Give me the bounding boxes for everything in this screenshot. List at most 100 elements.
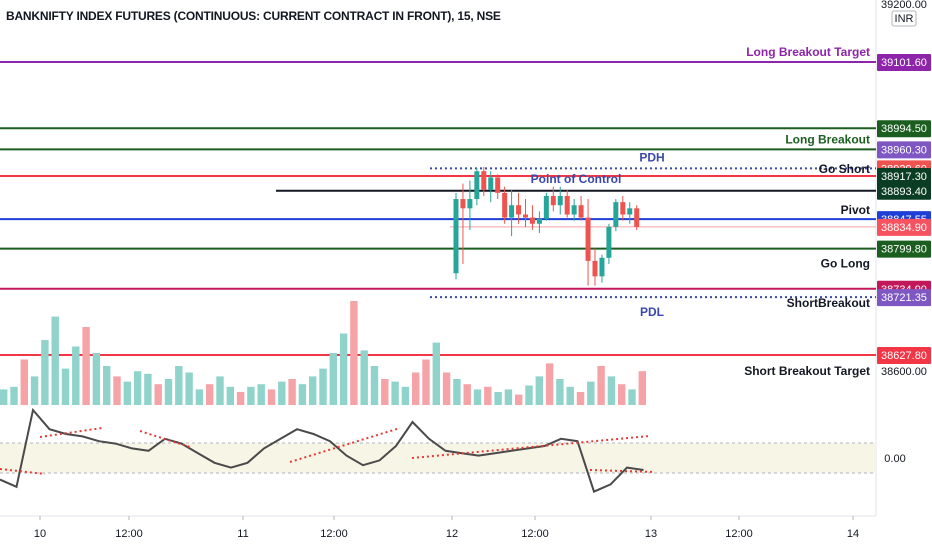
volume-bar-33 bbox=[339, 333, 348, 405]
level-label-5: Point of Control bbox=[531, 172, 622, 186]
price-tag-0 bbox=[877, 54, 931, 71]
time-label-3: 12:00 bbox=[320, 528, 348, 540]
volume-bar-34 bbox=[350, 301, 358, 405]
price-tag-7 bbox=[877, 218, 931, 236]
volume-bar-58 bbox=[597, 366, 605, 405]
volume-bar-49 bbox=[504, 389, 513, 405]
volume-bar-30 bbox=[309, 376, 317, 405]
price-tag-text-4: 38917.30 bbox=[881, 171, 927, 183]
candle-body-12 bbox=[536, 218, 542, 224]
volume-bar-6 bbox=[61, 368, 70, 405]
candle-body-7 bbox=[502, 192, 508, 218]
oscillator-trendline-3 bbox=[289, 427, 401, 463]
volume-bar-60 bbox=[618, 384, 626, 405]
candle-body-16 bbox=[564, 195, 570, 215]
volume-bar-12 bbox=[123, 381, 131, 405]
price-axis-top-label: 39200.00 bbox=[881, 0, 927, 11]
candle-body-13 bbox=[543, 195, 549, 219]
oscillator-trendline-2 bbox=[139, 430, 191, 448]
price-tag-text-11: 38627.80 bbox=[881, 350, 927, 362]
price-tag-text-2: 38960.30 bbox=[881, 144, 927, 156]
price-tag-11 bbox=[877, 347, 931, 364]
candle-body-4 bbox=[481, 171, 487, 190]
currency-box bbox=[891, 10, 917, 27]
volume-bar-36 bbox=[370, 366, 379, 405]
time-label-8: 14 bbox=[847, 528, 859, 540]
price-tag-text-8: 38799.80 bbox=[881, 244, 927, 256]
volume-bar-29 bbox=[298, 384, 307, 405]
volume-bar-43 bbox=[442, 372, 451, 405]
candle-body-24 bbox=[620, 202, 626, 215]
volume-bar-44 bbox=[453, 379, 461, 405]
volume-bar-57 bbox=[587, 381, 595, 405]
price-grid-label: 38600.00 bbox=[881, 366, 927, 378]
volume-bar-2 bbox=[20, 359, 28, 405]
volume-bar-13 bbox=[133, 371, 142, 405]
volume-bar-1 bbox=[10, 386, 18, 405]
price-tag-1 bbox=[877, 120, 931, 138]
volume-bar-41 bbox=[422, 359, 430, 405]
candle-body-5 bbox=[488, 177, 494, 190]
candle-body-25 bbox=[627, 208, 633, 215]
candle-body-0 bbox=[453, 199, 459, 274]
price-tag-text-0: 39101.60 bbox=[881, 57, 927, 69]
volume-bar-14 bbox=[144, 373, 152, 405]
volume-bar-53 bbox=[545, 363, 554, 405]
volume-bar-35 bbox=[360, 350, 368, 405]
time-label-7: 12:00 bbox=[725, 528, 753, 540]
volume-bar-0 bbox=[0, 389, 8, 405]
volume-bar-59 bbox=[607, 376, 616, 405]
volume-bar-50 bbox=[515, 394, 523, 405]
volume-bar-5 bbox=[51, 316, 59, 405]
volume-bar-16 bbox=[164, 379, 173, 405]
volume-bar-17 bbox=[175, 366, 183, 405]
candle-body-9 bbox=[516, 205, 522, 215]
oscillator-trendline-5 bbox=[589, 469, 656, 473]
volume-bar-3 bbox=[30, 376, 39, 405]
currency-label: INR bbox=[895, 13, 914, 25]
candle-body-19 bbox=[585, 217, 591, 261]
level-label-8: Go Long bbox=[821, 257, 870, 271]
volume-bar-15 bbox=[154, 384, 162, 405]
price-axis-background bbox=[876, 0, 932, 550]
candle-body-1 bbox=[460, 199, 466, 209]
level-label-4: Go Short bbox=[819, 162, 870, 176]
candle-body-10 bbox=[523, 214, 528, 218]
price-tag-8 bbox=[877, 240, 931, 258]
chart-title: BANKNIFTY INDEX FUTURES (CONTINUOUS: CUR… bbox=[6, 9, 501, 23]
oscillator-zero-label: 0.00 bbox=[884, 453, 905, 465]
volume-bar-52 bbox=[535, 376, 543, 405]
volume-bar-19 bbox=[195, 389, 204, 405]
price-tag-text-1: 38994.50 bbox=[881, 123, 927, 135]
volume-bar-4 bbox=[41, 340, 49, 405]
time-label-6: 13 bbox=[645, 528, 657, 540]
volume-bar-11 bbox=[113, 376, 121, 405]
volume-bar-54 bbox=[556, 379, 564, 405]
volume-bar-8 bbox=[82, 327, 90, 405]
level-label-2: Long Breakout bbox=[785, 132, 870, 146]
volume-bar-23 bbox=[236, 392, 245, 405]
volume-bar-10 bbox=[103, 366, 111, 405]
price-tag-2 bbox=[877, 141, 931, 159]
candle-body-20 bbox=[592, 260, 598, 277]
volume-bar-56 bbox=[576, 392, 585, 405]
candle-body-17 bbox=[571, 205, 577, 215]
volume-bar-18 bbox=[185, 372, 193, 405]
volume-bar-38 bbox=[391, 381, 399, 405]
price-tag-text-10: 38721.35 bbox=[881, 292, 927, 304]
volume-bar-37 bbox=[381, 379, 389, 405]
candle-body-15 bbox=[557, 195, 563, 206]
volume-bar-55 bbox=[566, 386, 574, 405]
volume-bar-9 bbox=[92, 353, 101, 405]
level-label-11: Short Breakout Target bbox=[744, 364, 870, 378]
oscillator-band bbox=[0, 443, 876, 473]
volume-bar-46 bbox=[473, 389, 482, 405]
volume-bar-39 bbox=[401, 386, 410, 405]
time-label-4: 12 bbox=[446, 528, 458, 540]
time-label-0: 10 bbox=[34, 528, 46, 540]
candle-body-14 bbox=[550, 195, 556, 206]
volume-bar-62 bbox=[638, 371, 646, 405]
candle-body-18 bbox=[578, 205, 584, 218]
